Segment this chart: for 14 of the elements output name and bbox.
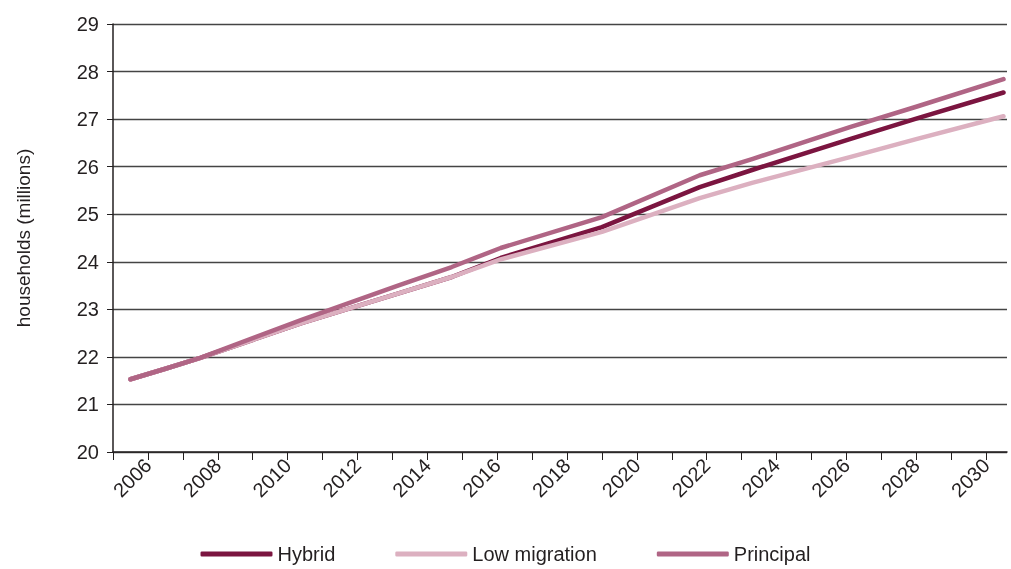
- legend-label: Hybrid: [277, 543, 336, 565]
- y-tick-label: 20: [76, 441, 99, 463]
- y-tick-label: 25: [76, 203, 99, 226]
- y-tick-label: 27: [76, 108, 99, 131]
- y-tick-label: 22: [76, 345, 99, 368]
- y-axis-title: households (millions): [13, 148, 34, 328]
- y-tick-label: 23: [76, 298, 99, 321]
- legend-label: Low migration: [472, 543, 597, 565]
- legend-label: Principal: [733, 543, 811, 565]
- y-tick-label: 24: [76, 250, 99, 273]
- y-tick-label: 28: [76, 60, 99, 83]
- y-tick-label: 26: [76, 155, 99, 178]
- y-tick-label: 29: [76, 13, 99, 35]
- y-tick-label: 21: [76, 393, 99, 416]
